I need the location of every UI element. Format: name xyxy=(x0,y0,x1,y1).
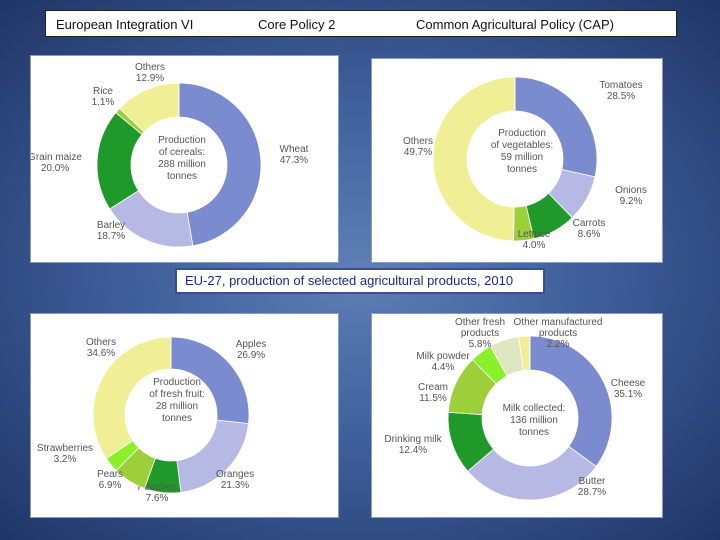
slice-label-onions: Onions 9.2% xyxy=(615,185,647,207)
slice-label-other-manufactured-products: Other manufactured products 2.2% xyxy=(514,317,603,350)
slice-cheese xyxy=(529,335,613,468)
center-label: Milk collected: 136 million tonnes xyxy=(503,403,566,438)
slice-others xyxy=(119,82,180,133)
slice-label-wheat: Wheat 47.3% xyxy=(280,144,309,166)
fruit-donut-chart: Apples 26.9% Oranges 21.3% Peaches 7.6% Pears 6… xyxy=(37,336,267,504)
slice-other-manufactured-products xyxy=(518,335,531,371)
center-label: Production of cereals: 288 million tonnes xyxy=(158,135,206,182)
slice-label-other-fresh-products: Other fresh products 5.8% xyxy=(455,317,505,350)
slice-label-milk-powder: Milk powder 4.4% xyxy=(416,351,470,373)
slice-label-lettuce: Lettuce 4.0% xyxy=(518,229,551,251)
slice-label-drinking-milk: Drinking milk 12.4% xyxy=(384,434,442,456)
slice-label-pears: Pears 6.9% xyxy=(97,469,123,491)
slice-label-others: Others 12.9% xyxy=(135,62,165,84)
milk-donut-chart: Cheese 35.1% Butter 28.7% Drinking milk 12.4%… xyxy=(384,317,646,501)
center-label: Production of fresh fruit: 28 million tonne… xyxy=(149,377,205,424)
fruit-chart-panel: Apples 26.9% Oranges 21.3% Peaches 7.6% Pears 6… xyxy=(30,313,339,518)
topic-title: Common Agricultural Policy (CAP) xyxy=(416,17,614,32)
slice-butter xyxy=(467,445,597,501)
slice-label-rice: Rice 1.1% xyxy=(92,86,115,108)
milk-chart-panel: Cheese 35.1% Butter 28.7% Drinking milk 12.4%… xyxy=(371,313,663,518)
section-title: Core Policy 2 xyxy=(258,17,336,32)
slice-label-oranges: Oranges 21.3% xyxy=(216,469,254,491)
slice-label-apples: Apples 26.9% xyxy=(236,339,267,361)
cereals-donut-chart: Wheat 47.3% Barley 18.7% Grain maize 20.0% Ric… xyxy=(31,62,309,248)
slice-label-barley: Barley 18.7% xyxy=(97,220,125,242)
slice-label-carrots: Carrots 8.6% xyxy=(573,218,606,240)
slice-others xyxy=(432,76,516,242)
center-label: Production of vegetables: 59 million tonnes xyxy=(491,128,553,175)
vegetables-donut-chart: Tomatoes 28.5% Onions 9.2% Carrots 8.6% Lettuc… xyxy=(403,76,647,251)
slice-label-grain-maize: Grain maize 20.0% xyxy=(31,152,82,174)
slice-label-cream: Cream 11.5% xyxy=(418,382,448,404)
figure-caption: EU-27, production of selected agricultur… xyxy=(175,268,545,294)
vegetables-chart-panel: Tomatoes 28.5% Onions 9.2% Carrots 8.6% Lettuc… xyxy=(371,58,663,263)
course-title: European Integration VI xyxy=(56,17,194,32)
slice-others xyxy=(92,336,172,460)
slice-label-others: Others 34.6% xyxy=(86,337,116,359)
slice-label-strawberries: Strawberries 3.2% xyxy=(37,443,93,465)
slice-wheat xyxy=(178,82,262,247)
slice-label-others: Others 49.7% xyxy=(403,136,433,158)
slice-label-cheese: Cheese 35.1% xyxy=(611,378,646,400)
slice-label-butter: Butter 28.7% xyxy=(578,476,606,498)
slice-label-tomatoes: Tomatoes 28.5% xyxy=(599,80,642,102)
title-bar: European Integration VI Core Policy 2 Co… xyxy=(45,10,677,37)
slice-label-peaches: Peaches 7.6% xyxy=(138,482,177,504)
slice-tomatoes xyxy=(514,76,598,178)
cereals-chart-panel: Wheat 47.3% Barley 18.7% Grain maize 20.0% Ric… xyxy=(30,55,339,263)
